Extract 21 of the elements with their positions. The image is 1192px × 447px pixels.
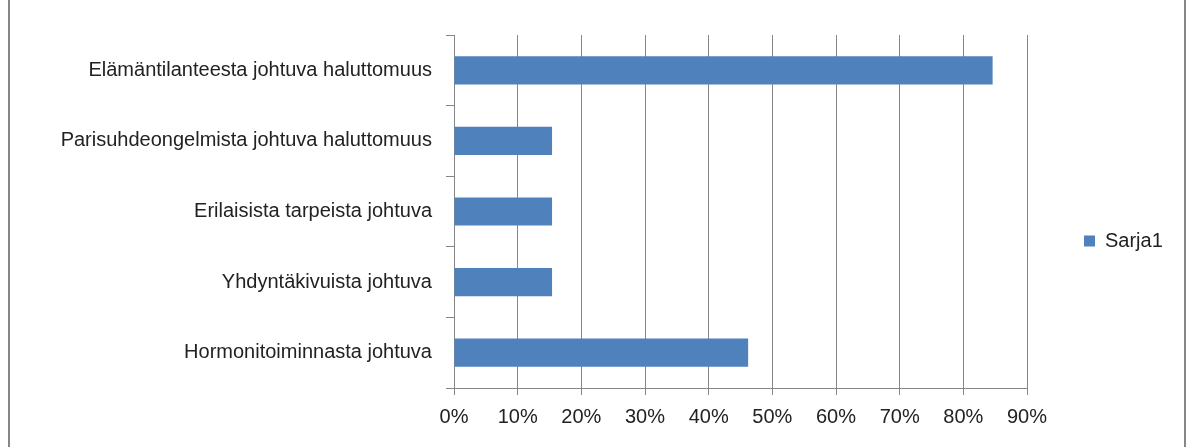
x-tick-label: 90% [1006,404,1048,427]
y-tick-label: Erilaisista tarpeista johtuva [194,199,433,222]
y-tick-label: Elämäntilanteesta johtuva haluttomuus [88,57,432,80]
bar [454,126,553,156]
x-tick-label: 20% [561,404,602,427]
x-tick-label: 30% [624,404,666,427]
x-tick-label: 80% [943,404,984,427]
bar [454,56,993,85]
bar [454,267,553,297]
x-tick-label: 50% [752,404,793,427]
bar [454,338,749,367]
x-tick-label: 70% [879,404,920,427]
y-tick-label: Hormonitoiminnasta johtuva [184,340,433,363]
x-tick-label: 10% [497,404,538,427]
x-tick-label: 0% [439,404,469,427]
legend-label: Sarja1 [1105,228,1163,251]
bar [454,197,553,226]
y-tick-label: Yhdyntäkivuista johtuva [221,269,433,292]
x-tick-label: 40% [688,404,729,427]
y-tick-label: Parisuhdeongelmista johtuva haluttomuus [60,128,432,151]
x-tick-label: 60% [815,404,857,427]
